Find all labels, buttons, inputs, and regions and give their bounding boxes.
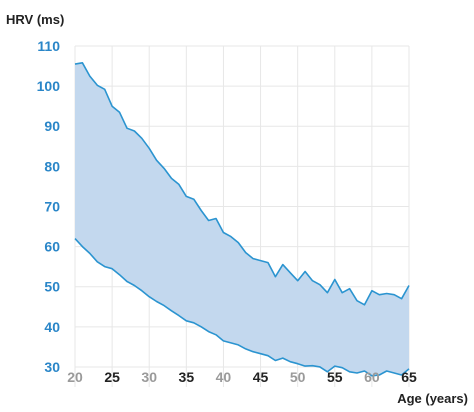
series-lines [74, 61, 410, 377]
x-axis-label: Age (years) [397, 391, 468, 406]
lower-bound-line [74, 238, 410, 377]
y-tick-label-50: 50 [44, 279, 60, 295]
y-axis-label: HRV (ms) [6, 12, 64, 27]
range-band-fill [75, 62, 409, 376]
x-tick-label-65: 65 [401, 369, 417, 385]
x-tick-label-30: 30 [141, 369, 157, 385]
x-tick-label-35: 35 [179, 369, 195, 385]
y-tick-label-70: 70 [44, 198, 60, 214]
y-tick-labels: 110 100 90 80 70 60 50 40 30 [37, 38, 61, 375]
y-tick-label-110: 110 [37, 38, 60, 54]
hrv-range-band [75, 62, 409, 376]
y-tick-label-80: 80 [44, 158, 60, 174]
x-tick-label-45: 45 [253, 369, 269, 385]
y-tick-label-40: 40 [44, 319, 60, 335]
y-tick-label-60: 60 [44, 239, 60, 255]
upper-bound-line [74, 61, 410, 306]
x-tick-label-50: 50 [290, 369, 306, 385]
x-tick-label-60: 60 [364, 369, 380, 385]
x-tick-label-55: 55 [327, 369, 343, 385]
x-tick-labels: 20 25 30 35 40 45 50 55 60 65 [67, 369, 417, 385]
y-tick-label-90: 90 [44, 118, 60, 134]
x-tick-label-20: 20 [67, 369, 83, 385]
x-tick-label-25: 25 [104, 369, 120, 385]
y-tick-label-100: 100 [37, 78, 61, 94]
x-tick-label-40: 40 [216, 369, 232, 385]
y-tick-label-30: 30 [44, 359, 60, 375]
